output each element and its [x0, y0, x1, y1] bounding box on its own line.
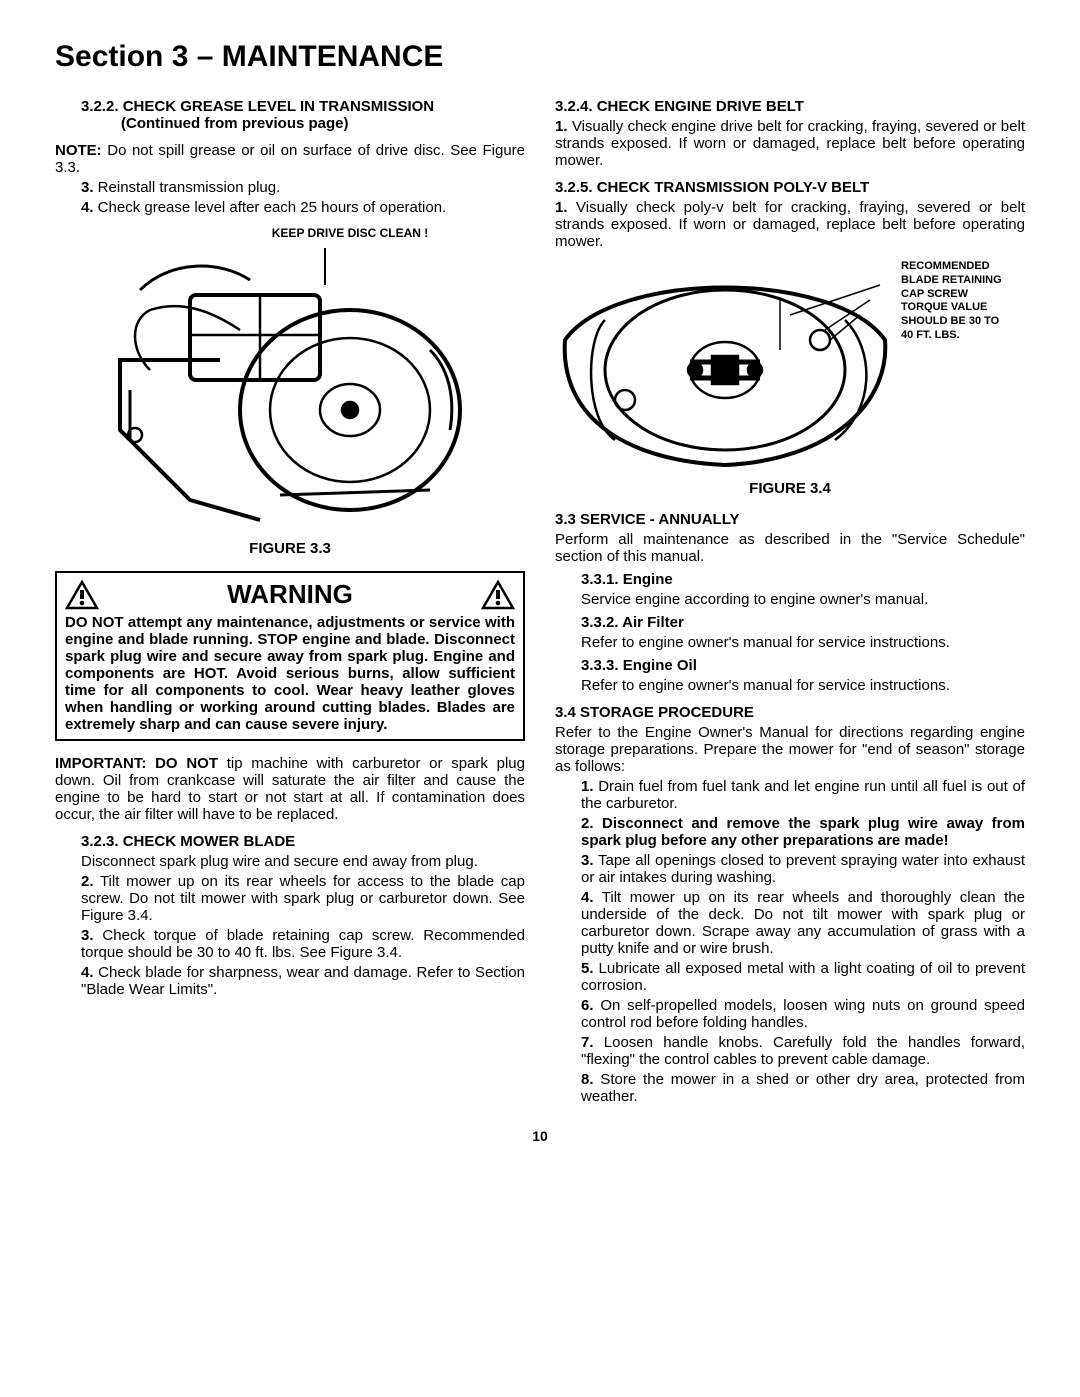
- p8-num: 8.: [581, 1071, 594, 1088]
- keep-drive-clean-label: KEEP DRIVE DISC CLEAN !: [175, 226, 525, 240]
- warning-header: WARNING: [65, 579, 515, 610]
- storage-5: 5. Lubricate all exposed metal with a li…: [581, 960, 1025, 994]
- polyv-belt-1: 1. Visually check poly-v belt for cracki…: [555, 199, 1025, 250]
- storage-7: 7. Loosen handle knobs. Carefully fold t…: [581, 1034, 1025, 1068]
- b3-num: 3.: [81, 927, 94, 944]
- figure-34-diagram: [555, 260, 895, 470]
- b1-txt: Disconnect spark plug wire and secure en…: [81, 853, 478, 870]
- blade-step-2: 2. Tilt mower up on its rear wheels for …: [81, 873, 525, 924]
- p7-txt: Loosen handle knobs. Carefully fold the …: [581, 1034, 1025, 1068]
- two-column-layout: 3.2.2. CHECK GREASE LEVEL IN TRANSMISSIO…: [55, 98, 1025, 1108]
- airfilter-text: Refer to engine owner's manual for servi…: [581, 634, 1025, 651]
- warning-box: WARNING DO NOT attempt any maintenance, …: [55, 571, 525, 741]
- blade-step-1: Disconnect spark plug wire and secure en…: [81, 853, 525, 870]
- b2-num: 2.: [81, 873, 94, 890]
- right-column: 3.2.4. CHECK ENGINE DRIVE BELT 1. Visual…: [555, 98, 1025, 1108]
- storage-4: 4. Tilt mower up on its rear wheels and …: [581, 889, 1025, 957]
- warning-icon-left: [65, 580, 99, 610]
- p1-num: 1.: [581, 778, 594, 795]
- storage-8: 8. Store the mower in a shed or other dr…: [581, 1071, 1025, 1105]
- engine-text: Service engine according to engine owner…: [581, 591, 1025, 608]
- heading-325: 3.2.5. CHECK TRANSMISSION POLY-V BELT: [555, 179, 1025, 196]
- important-label: IMPORTANT: DO NOT: [55, 755, 218, 772]
- storage-6: 6. On self-propelled models, loosen wing…: [581, 997, 1025, 1031]
- p1-txt: Drain fuel from fuel tank and let engine…: [581, 778, 1025, 812]
- p7-num: 7.: [581, 1034, 594, 1051]
- heading-324: 3.2.4. CHECK ENGINE DRIVE BELT: [555, 98, 1025, 115]
- figure-34-label: FIGURE 3.4: [555, 480, 1025, 497]
- left-column: 3.2.2. CHECK GREASE LEVEL IN TRANSMISSIO…: [55, 98, 525, 1108]
- step4-txt: Check grease level after each 25 hours o…: [94, 199, 447, 216]
- heading-322: 3.2.2. CHECK GREASE LEVEL IN TRANSMISSIO…: [81, 98, 525, 115]
- storage-2: 2. Disconnect and remove the spark plug …: [581, 815, 1025, 849]
- step3-num: 3.: [81, 179, 94, 196]
- heading-331: 3.3.1. Engine: [581, 571, 1025, 588]
- storage-intro: Refer to the Engine Owner's Manual for d…: [555, 724, 1025, 775]
- drive-belt-1: 1. Visually check engine drive belt for …: [555, 118, 1025, 169]
- step-4: 4. Check grease level after each 25 hour…: [81, 199, 525, 216]
- b2-txt: Tilt mower up on its rear wheels for acc…: [81, 873, 525, 924]
- b4-txt: Check blade for sharpness, wear and dama…: [81, 964, 525, 998]
- r2-txt: Visually check poly-v belt for cracking,…: [555, 199, 1025, 250]
- note-text: Do not spill grease or oil on surface of…: [55, 142, 525, 176]
- warning-body: DO NOT attempt any maintenance, adjustme…: [65, 614, 515, 733]
- warning-word: WARNING: [99, 579, 481, 610]
- heading-323: 3.2.3. CHECK MOWER BLADE: [81, 833, 525, 850]
- p4-txt: Tilt mower up on its rear wheels and tho…: [581, 889, 1025, 957]
- r1-txt: Visually check engine drive belt for cra…: [555, 118, 1025, 169]
- warning-icon-right: [481, 580, 515, 610]
- figure-33-label: FIGURE 3.3: [55, 540, 525, 557]
- p3-num: 3.: [581, 852, 594, 869]
- note-grease: NOTE: Do not spill grease or oil on surf…: [55, 142, 525, 176]
- step-3: 3. Reinstall transmission plug.: [81, 179, 525, 196]
- step3-txt: Reinstall transmission plug.: [94, 179, 281, 196]
- p6-num: 6.: [581, 997, 594, 1014]
- p5-txt: Lubricate all exposed metal with a light…: [581, 960, 1025, 994]
- figure-33-diagram: [100, 240, 480, 530]
- heading-322-cont: (Continued from previous page): [121, 115, 525, 132]
- p6-txt: On self-propelled models, loosen wing nu…: [581, 997, 1025, 1031]
- storage-3: 3. Tape all openings closed to prevent s…: [581, 852, 1025, 886]
- torque-callout: RECOMMENDED BLADE RETAINING CAP SCREW TO…: [901, 260, 1011, 343]
- p4-num: 4.: [581, 889, 594, 906]
- heading-332: 3.3.2. Air Filter: [581, 614, 1025, 631]
- p5-num: 5.: [581, 960, 594, 977]
- figure-33-area: KEEP DRIVE DISC CLEAN !: [55, 226, 525, 557]
- page-number: 10: [55, 1128, 1025, 1144]
- heading-33: 3.3 SERVICE - ANNUALLY: [555, 511, 1025, 528]
- page-title: Section 3 – MAINTENANCE: [55, 40, 1025, 74]
- r2-num: 1.: [555, 199, 568, 216]
- engineoil-text: Refer to engine owner's manual for servi…: [581, 677, 1025, 694]
- r1-num: 1.: [555, 118, 568, 135]
- figure-34-area: RECOMMENDED BLADE RETAINING CAP SCREW TO…: [555, 260, 1025, 470]
- heading-333: 3.3.3. Engine Oil: [581, 657, 1025, 674]
- p8-txt: Store the mower in a shed or other dry a…: [581, 1071, 1025, 1105]
- p3-txt: Tape all openings closed to prevent spra…: [581, 852, 1025, 886]
- important-note: IMPORTANT: DO NOT tip machine with carbu…: [55, 755, 525, 823]
- note-label: NOTE:: [55, 142, 102, 159]
- b3-txt: Check torque of blade retaining cap scre…: [81, 927, 525, 961]
- service-annually-intro: Perform all maintenance as described in …: [555, 531, 1025, 565]
- storage-1: 1. Drain fuel from fuel tank and let eng…: [581, 778, 1025, 812]
- heading-34: 3.4 STORAGE PROCEDURE: [555, 704, 1025, 721]
- blade-step-3: 3. Check torque of blade retaining cap s…: [81, 927, 525, 961]
- step4-num: 4.: [81, 199, 94, 216]
- b4-num: 4.: [81, 964, 94, 981]
- blade-step-4: 4. Check blade for sharpness, wear and d…: [81, 964, 525, 998]
